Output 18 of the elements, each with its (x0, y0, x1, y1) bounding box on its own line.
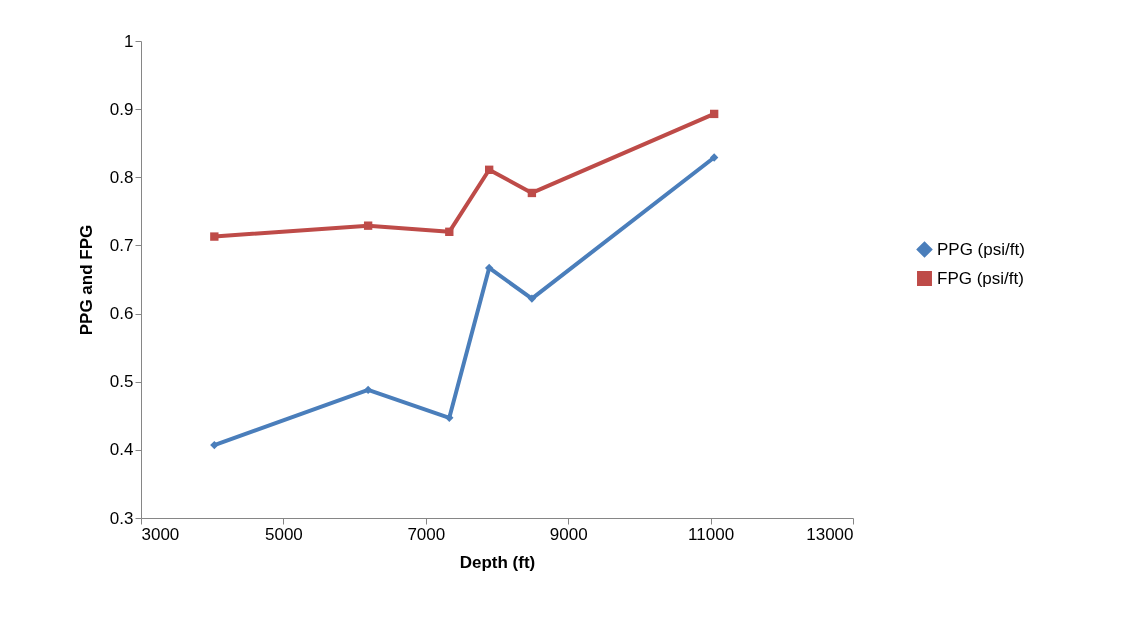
x-axis-title: Depth (ft) (459, 552, 536, 572)
y-tick-label: 0.4 (109, 440, 134, 460)
y-tick-label: 0.6 (109, 304, 134, 324)
y-tick-label: 1 (124, 31, 134, 51)
x-tick-label: 11000 (688, 524, 735, 544)
legend-label: PPG (psi/ft) (937, 239, 1025, 259)
y-tick-label: 0.8 (109, 167, 134, 187)
y-tick-label: 0.7 (109, 235, 134, 255)
y-tick-label: 0.5 (109, 372, 134, 392)
x-tick-label: 9000 (549, 524, 588, 544)
y-tick-label: 0.3 (109, 508, 134, 528)
y-tick-label: 0.9 (109, 99, 134, 119)
x-tick-label: 3000 (141, 524, 180, 544)
x-tick-label: 13000 (806, 524, 854, 544)
x-tick-label: 7000 (407, 524, 446, 544)
legend-label: FPG (psi/ft) (937, 268, 1024, 288)
y-axis-title: PPG and FPG (76, 224, 96, 336)
x-tick-label: 5000 (264, 524, 303, 544)
